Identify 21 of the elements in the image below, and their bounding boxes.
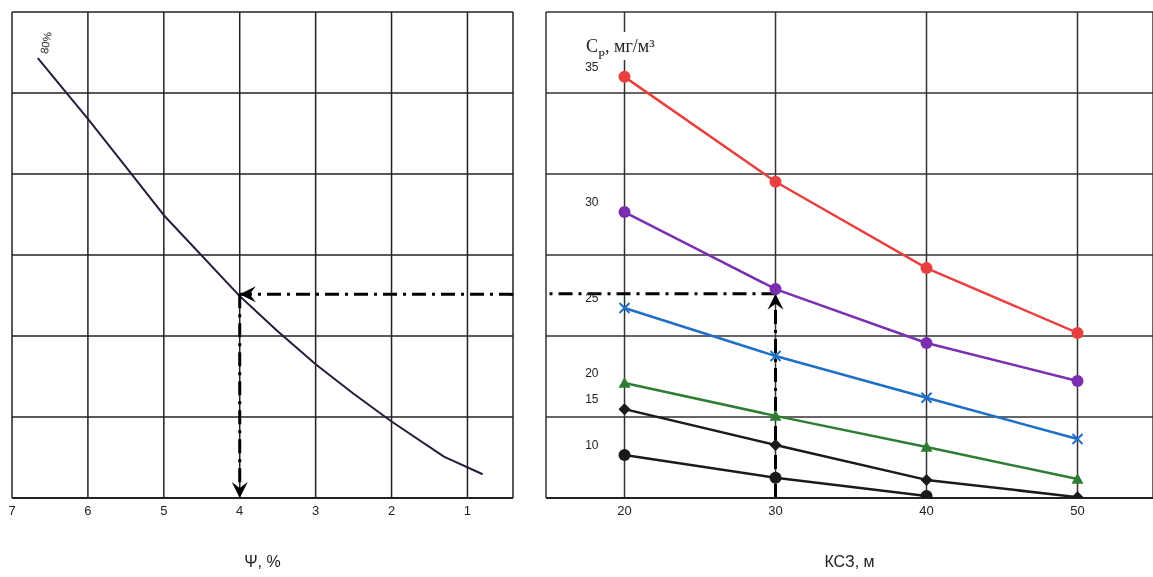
x-tick-label: 4	[236, 503, 244, 519]
x-tick-label: 40	[919, 503, 934, 519]
series-label: 15	[585, 392, 599, 407]
x-tick-label: 2	[387, 503, 396, 519]
y-axis-title: C$_{P}$, мг/м³	[586, 36, 656, 62]
x-tick-label: 30	[768, 503, 783, 519]
x-tick-label: 5	[160, 503, 168, 519]
x-tick-label: 6	[84, 503, 92, 519]
x-tick-label: 7	[8, 503, 16, 519]
x-axis-title: Ψ, %	[244, 553, 281, 570]
series-label: 20	[585, 366, 599, 381]
text: 80%	[37, 30, 54, 55]
series-label: 10	[585, 438, 599, 453]
x-tick-label: 50	[1070, 503, 1085, 519]
series-label: 30	[585, 195, 599, 210]
x-tick-label: 20	[617, 503, 632, 519]
x-axis-title: КСЗ, м	[824, 553, 875, 570]
series-label: 35	[585, 59, 599, 74]
series-label: 25	[585, 291, 599, 306]
x-tick-label: 1	[463, 503, 472, 519]
x-tick-label: 3	[312, 503, 320, 519]
